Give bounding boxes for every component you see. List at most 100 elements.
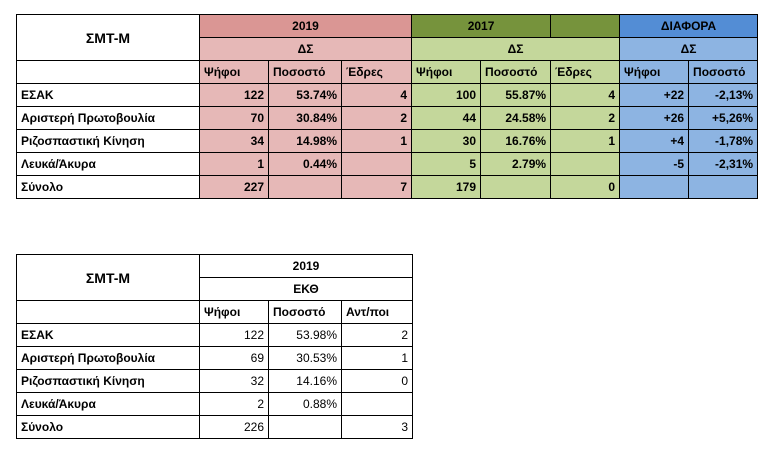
- cell: 179: [411, 175, 482, 199]
- cell: 34: [199, 129, 269, 153]
- year-header-2017: 2017: [411, 14, 552, 38]
- cell: 4: [340, 83, 413, 107]
- cell: [268, 415, 342, 439]
- cell: 122: [199, 323, 269, 347]
- group-header-ekth: ΕΚΘ: [198, 277, 414, 301]
- cell: 44: [411, 106, 482, 130]
- row-label: Λευκά/Άκυρα: [16, 152, 200, 176]
- cell: 30.84%: [268, 106, 342, 130]
- cell: 122: [199, 83, 269, 107]
- cell: 226: [199, 415, 269, 439]
- cell: -1,78%: [688, 129, 759, 153]
- column-header-blank: [16, 300, 200, 324]
- row-label: Ριζοσπαστική Κίνηση: [16, 129, 200, 153]
- cell: 1: [340, 346, 414, 370]
- table-row-total: Σύνολο 227 7 179 0: [16, 175, 759, 199]
- column-header: Ποσοστό: [268, 60, 342, 84]
- year-header-2019: 2019: [198, 254, 414, 278]
- row-label: Ριζοσπαστική Κίνηση: [16, 369, 200, 393]
- table-row: Αριστερή Πρωτοβουλία 70 30.84% 2 44 24.5…: [16, 106, 759, 130]
- cell: [268, 175, 342, 199]
- cell: +22: [619, 83, 690, 107]
- table-row-total: Σύνολο 226 3: [16, 415, 414, 439]
- cell: 24.58%: [480, 106, 552, 130]
- cell: 1: [199, 152, 269, 176]
- cell: 53.98%: [268, 323, 342, 347]
- cell: 5: [411, 152, 482, 176]
- cell: 4: [550, 83, 621, 107]
- cell: 7: [340, 175, 413, 199]
- table-row: Λευκά/Άκυρα 1 0.44% 5 2.79% -5 -2,31%: [16, 152, 759, 176]
- cell: 30.53%: [268, 346, 342, 370]
- table-row: Αριστερή Πρωτοβουλία 69 30.53% 1: [16, 346, 414, 370]
- cell: 0: [550, 175, 621, 199]
- cell: [619, 175, 690, 199]
- column-header: Έδρες: [550, 60, 621, 84]
- column-header: Ποσοστό: [688, 60, 759, 84]
- year-header-2017-blank: [550, 14, 621, 38]
- cell: -5: [619, 152, 690, 176]
- cell: [550, 152, 621, 176]
- cell: 70: [199, 106, 269, 130]
- row-label: ΕΣΑΚ: [16, 323, 200, 347]
- cell: 55.87%: [480, 83, 552, 107]
- table-row: Ριζοσπαστική Κίνηση 34 14.98% 1 30 16.76…: [16, 129, 759, 153]
- table-row: Λευκά/Άκυρα 2 0.88%: [16, 392, 414, 416]
- column-header: Ψήφοι: [619, 60, 690, 84]
- cell: +4: [619, 129, 690, 153]
- cell: 2.79%: [480, 152, 552, 176]
- cell: 2: [199, 392, 269, 416]
- cell: 100: [411, 83, 482, 107]
- cell: -2,31%: [688, 152, 759, 176]
- column-header: Ποσοστό: [268, 300, 342, 324]
- column-header-blank: [16, 60, 200, 84]
- column-header: Ψήφοι: [411, 60, 482, 84]
- row-label: ΕΣΑΚ: [16, 83, 200, 107]
- cell: [340, 392, 414, 416]
- diff-header: ΔΙΑΦΟΡΑ: [619, 14, 759, 38]
- year-header-2019: 2019: [198, 14, 413, 38]
- results-table-dse: ΣΜΤ-Μ 2019 2017 ΔΙΑΦΟΡΑ ΔΣ ΔΣ ΔΣ Ψήφοι Π…: [16, 14, 759, 199]
- cell: 53.74%: [268, 83, 342, 107]
- column-header: Ψήφοι: [199, 300, 269, 324]
- cell: 14.98%: [268, 129, 342, 153]
- column-header: Ποσοστό: [480, 60, 552, 84]
- column-header: Έδρες: [340, 60, 413, 84]
- table-row: ΕΣΑΚ 122 53.98% 2: [16, 323, 414, 347]
- cell: 2: [550, 106, 621, 130]
- cell: 69: [199, 346, 269, 370]
- cell: 227: [199, 175, 269, 199]
- cell: 0.44%: [268, 152, 342, 176]
- cell: 1: [550, 129, 621, 153]
- cell: +5,26%: [688, 106, 759, 130]
- cell: 30: [411, 129, 482, 153]
- row-label: Λευκά/Άκυρα: [16, 392, 200, 416]
- results-table-ekth: ΣΜΤ-Μ 2019 ΕΚΘ Ψήφοι Ποσοστό Αντ/ποι ΕΣΑ…: [16, 254, 414, 439]
- cell: 32: [199, 369, 269, 393]
- table-row: ΕΣΑΚ 122 53.74% 4 100 55.87% 4 +22 -2,13…: [16, 83, 759, 107]
- cell: [480, 175, 552, 199]
- table-row: Ριζοσπαστική Κίνηση 32 14.16% 0: [16, 369, 414, 393]
- cell: [688, 175, 759, 199]
- table-corner-label: ΣΜΤ-Μ: [16, 254, 200, 301]
- cell: -2,13%: [688, 83, 759, 107]
- group-header-2017: ΔΣ: [411, 37, 621, 61]
- table-corner-label: ΣΜΤ-Μ: [16, 14, 200, 61]
- cell: 1: [340, 129, 413, 153]
- column-header: Ψήφοι: [199, 60, 269, 84]
- row-label: Αριστερή Πρωτοβουλία: [16, 106, 200, 130]
- cell: 16.76%: [480, 129, 552, 153]
- cell: 3: [340, 415, 414, 439]
- cell: [340, 152, 413, 176]
- cell: 14.16%: [268, 369, 342, 393]
- row-label: Σύνολο: [16, 415, 200, 439]
- row-label: Αριστερή Πρωτοβουλία: [16, 346, 200, 370]
- group-header-2019: ΔΣ: [198, 37, 413, 61]
- cell: 0: [340, 369, 414, 393]
- group-header-diff: ΔΣ: [619, 37, 759, 61]
- row-label: Σύνολο: [16, 175, 200, 199]
- cell: 2: [340, 323, 414, 347]
- cell: 0.88%: [268, 392, 342, 416]
- column-header: Αντ/ποι: [340, 300, 414, 324]
- cell: 2: [340, 106, 413, 130]
